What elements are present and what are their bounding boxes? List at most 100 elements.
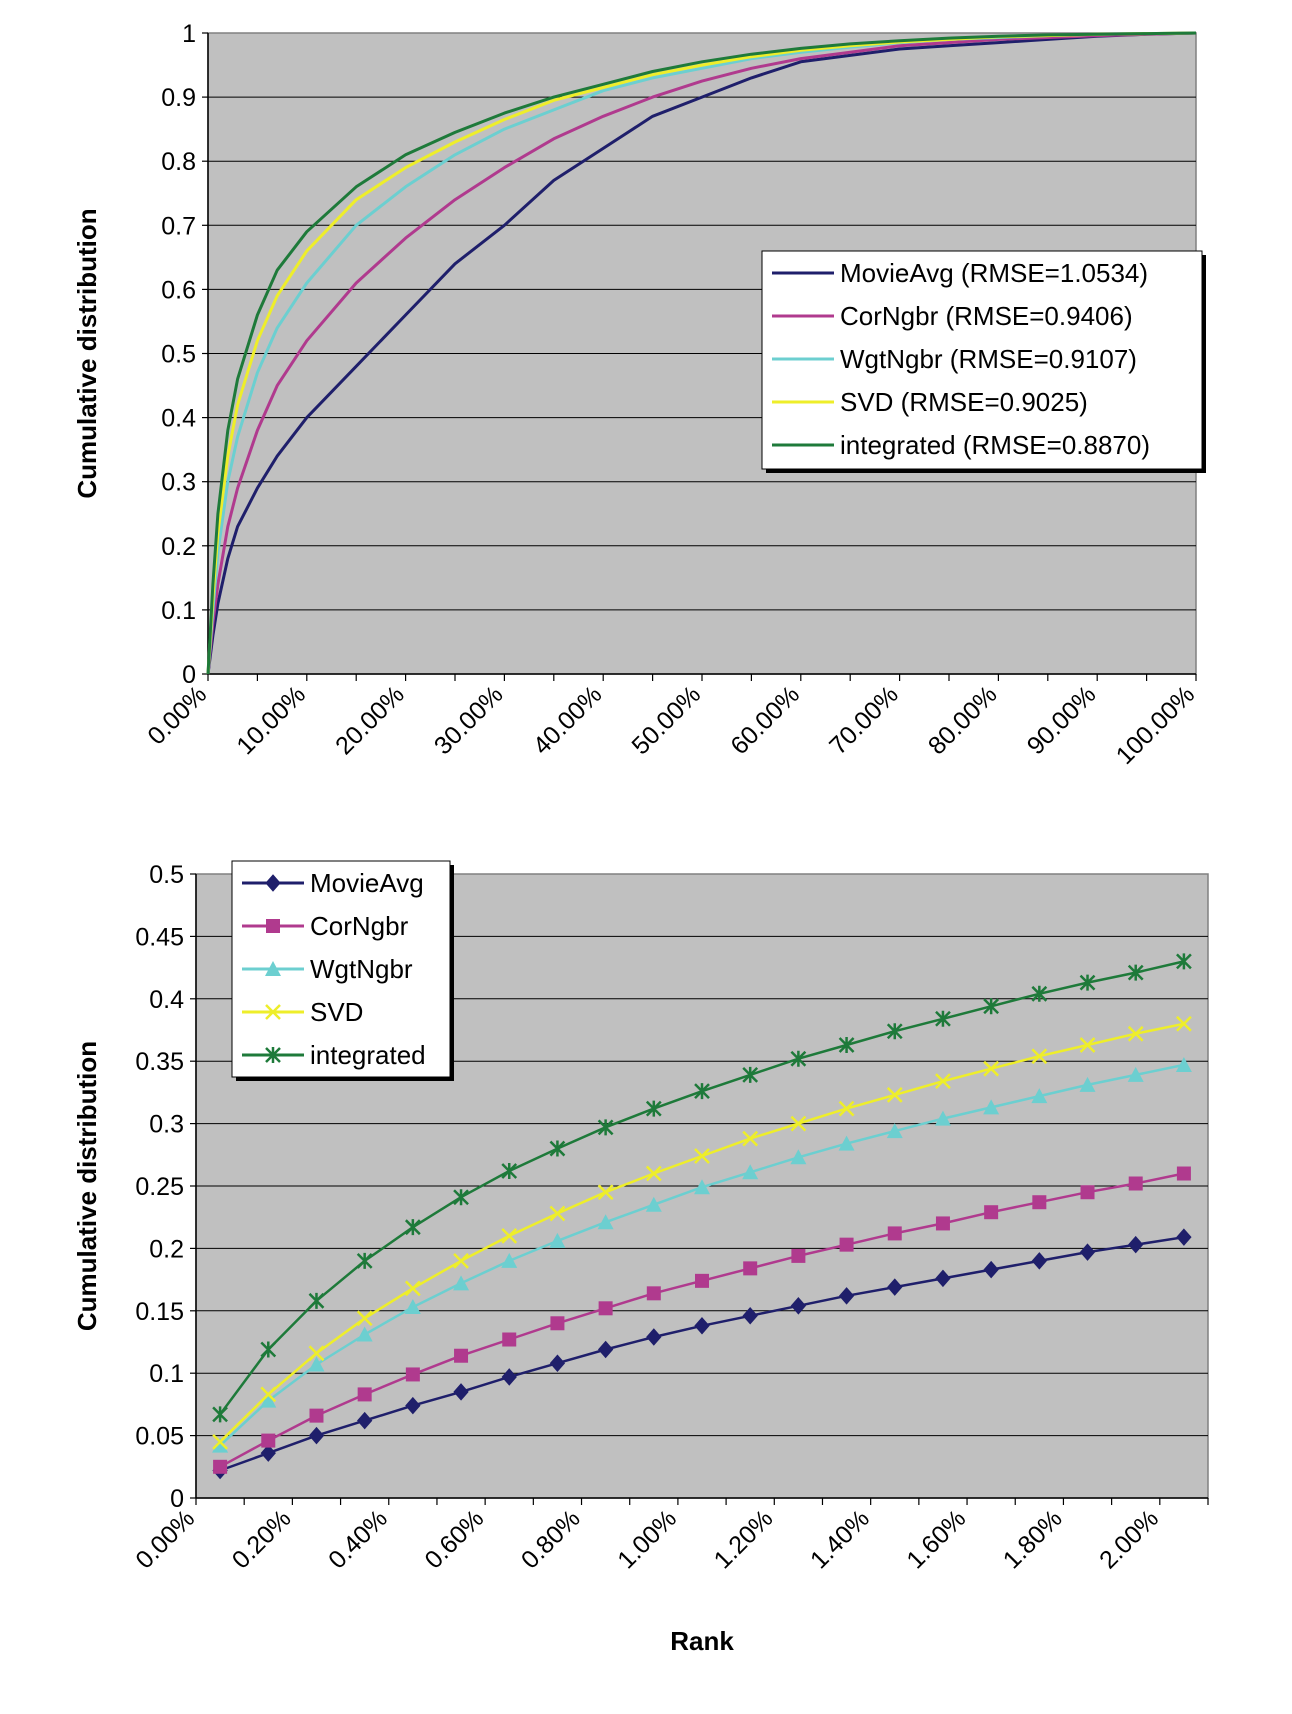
y-tick-label: 0.25: [135, 1173, 184, 1201]
data-point: [213, 1459, 228, 1474]
data-point: [1031, 1252, 1047, 1270]
data-point: [260, 1392, 277, 1408]
x-tick-label: 10.00%: [231, 680, 311, 760]
data-point: [308, 1356, 325, 1372]
data-point: [743, 1261, 758, 1276]
legend-item: integrated (RMSE=0.8870): [772, 430, 1150, 460]
data-point: [260, 1341, 277, 1358]
data-point: [983, 998, 1000, 1015]
data-point: [645, 1196, 662, 1212]
data-point: [887, 1226, 902, 1241]
legend-item: CorNgbr (RMSE=0.9406): [772, 301, 1133, 331]
x-tick-label: 100.00%: [1111, 680, 1201, 770]
x-tick-label: 30.00%: [429, 680, 509, 760]
data-point: [356, 1252, 373, 1269]
y-tick-label: 0.3: [149, 1111, 184, 1139]
x-tick-label: 60.00%: [725, 680, 805, 760]
series-movieavg: [212, 1228, 1192, 1480]
legend-label: integrated (RMSE=0.8870): [840, 430, 1150, 460]
data-point: [886, 1023, 903, 1040]
legend: MovieAvg (RMSE=1.0534) CorNgbr (RMSE=0.94…: [761, 250, 1206, 473]
data-point: [935, 1073, 951, 1090]
data-point: [694, 1179, 710, 1195]
data-point: [1175, 1056, 1192, 1072]
data-point: [501, 1163, 518, 1180]
x-tick-label: 1.80%: [998, 1504, 1068, 1574]
data-point: [356, 1310, 373, 1327]
data-point: [1079, 1076, 1096, 1092]
legend-label: WgtNgbr (RMSE=0.9107): [840, 344, 1137, 374]
data-point: [694, 1148, 710, 1164]
series-svd: [212, 1015, 1192, 1450]
data-point: [1176, 1015, 1192, 1032]
y-tick-label: 0.2: [161, 533, 196, 561]
legend: MovieAvg CorNgbr WgtNgbr SVD integrated: [231, 860, 454, 1081]
data-point: [646, 1286, 661, 1301]
legend-label: integrated: [310, 1040, 426, 1070]
data-point: [212, 1406, 228, 1423]
data-point: [1127, 1066, 1144, 1082]
legend-label: WgtNgbr: [310, 954, 413, 984]
y-tick-label: 1: [182, 20, 196, 48]
data-point: [742, 1307, 758, 1325]
data-point: [838, 1287, 855, 1305]
series-wgtngbr: [212, 1056, 1192, 1453]
y-tick-label: 0.4: [161, 405, 196, 433]
series-integrated: [206, 31, 1197, 675]
data-point: [791, 1248, 806, 1263]
data-point: [935, 1216, 950, 1231]
data-point: [695, 1273, 709, 1288]
x-tick-label: 0.60%: [419, 1504, 489, 1574]
data-point: [1176, 953, 1192, 970]
y-tick-label: 0.05: [135, 1423, 184, 1451]
data-point: [260, 1386, 277, 1403]
data-point: [742, 1164, 759, 1180]
data-point: [886, 1123, 903, 1139]
data-point: [983, 1060, 1000, 1077]
data-point: [838, 1036, 855, 1053]
data-point: [838, 1135, 855, 1151]
data-point: [453, 1189, 469, 1206]
x-tick-label: 1.60%: [901, 1504, 971, 1574]
data-point: [308, 1345, 325, 1362]
chart-1: 00.10.20.30.40.50.60.70.80.910.00% 10.00%…: [72, 20, 1206, 770]
legend-label: SVD: [310, 997, 363, 1027]
series-corngbr: [206, 31, 1197, 675]
legend-label: CorNgbr: [310, 911, 409, 941]
legend-item: WgtNgbr: [242, 954, 413, 984]
data-point: [790, 1149, 807, 1165]
legend-item: SVD (RMSE=0.9025): [772, 387, 1088, 417]
data-point: [308, 1292, 325, 1309]
y-tick-label: 0.5: [161, 341, 196, 369]
data-point: [453, 1252, 469, 1269]
data-point: [983, 1260, 999, 1279]
data-point: [501, 1368, 517, 1386]
data-point: [1176, 1166, 1191, 1181]
data-point: [260, 1444, 276, 1462]
data-point: [694, 1317, 710, 1335]
x-tick-label: 2.00%: [1094, 1504, 1164, 1574]
y-tick-label: 0: [182, 661, 196, 689]
y-axis-label: Cumulative distribution: [72, 208, 102, 498]
data-point: [790, 1297, 807, 1315]
data-point: [1176, 1228, 1192, 1246]
data-point: [1079, 1243, 1096, 1261]
data-point: [502, 1332, 517, 1347]
y-tick-label: 0.15: [135, 1298, 184, 1326]
x-tick-label: 20.00%: [330, 680, 410, 760]
data-point: [887, 1278, 903, 1296]
data-point: [357, 1411, 373, 1430]
data-point: [1079, 1037, 1096, 1053]
data-point: [501, 1252, 518, 1268]
data-point: [839, 1237, 854, 1252]
data-point: [1031, 1048, 1048, 1065]
legend-marker: [266, 919, 280, 933]
legend-item: MovieAvg (RMSE=1.0534): [772, 258, 1148, 288]
y-tick-label: 0.4: [149, 986, 184, 1014]
data-point: [790, 1115, 807, 1132]
legend-item: WgtNgbr (RMSE=0.9107): [772, 344, 1137, 374]
chart-2: 0 0.05 0.1 0.15 0.2 0.25 0.3 0.35 0.4 0.45 0.5 0.00…: [72, 860, 1209, 1656]
data-point: [454, 1348, 469, 1363]
legend-marker: [265, 874, 281, 892]
data-point: [694, 1083, 710, 1100]
